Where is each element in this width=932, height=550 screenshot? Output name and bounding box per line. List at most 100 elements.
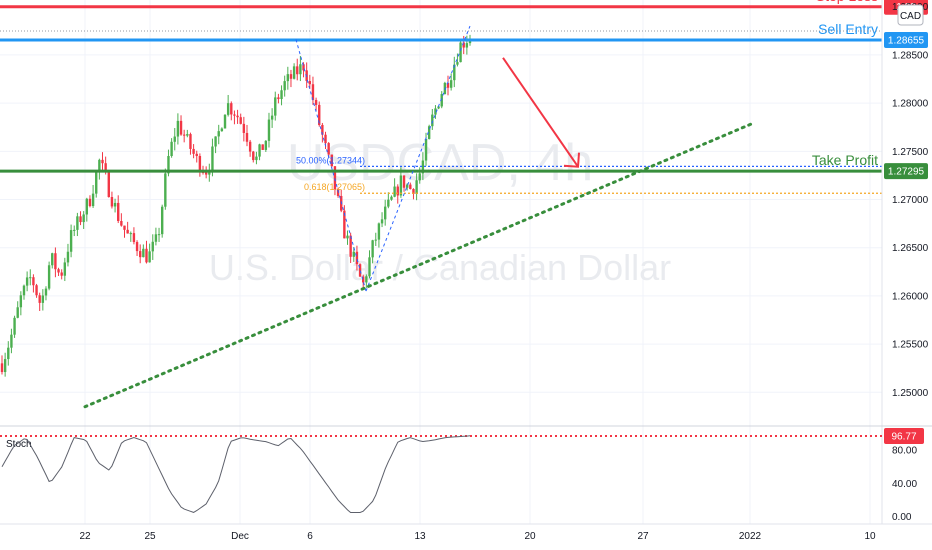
candle-body-up xyxy=(91,193,95,207)
candle-body-up xyxy=(25,277,29,286)
candle-body-up xyxy=(186,134,189,136)
candle-body-down xyxy=(38,295,41,303)
candle-body-up xyxy=(453,64,456,81)
candle-body-down xyxy=(32,277,35,286)
candle-body-up xyxy=(264,140,268,150)
candle-body-down xyxy=(132,233,136,243)
candle-body-up xyxy=(176,120,180,137)
fib-level-label: 50.00%(1.27344) xyxy=(296,155,365,165)
level-price-tag xyxy=(884,163,928,180)
candle-body-up xyxy=(371,240,374,258)
candle-body-down xyxy=(107,172,110,198)
candle-body-up xyxy=(76,216,79,230)
projection-arrow-head xyxy=(563,152,580,168)
candle-body-down xyxy=(245,132,249,142)
candle-body-down xyxy=(198,155,202,173)
candle-body-down xyxy=(54,253,57,270)
candle-body-down xyxy=(35,285,38,296)
level-price-tag-text: 1.28655 xyxy=(888,35,925,46)
candle-body-up xyxy=(19,295,23,308)
price-tick-label: 1.27000 xyxy=(892,195,929,206)
stoch-tick-label: 80.00 xyxy=(892,446,917,457)
candle-body-up xyxy=(10,334,13,348)
level-price-tag-text: 1.27295 xyxy=(888,167,925,178)
candle-body-up xyxy=(51,253,54,266)
candle-body-down xyxy=(230,103,233,115)
candle-body-down xyxy=(110,197,114,207)
candles[interactable] xyxy=(0,34,472,377)
candle-body-up xyxy=(85,198,89,215)
candle-body-up xyxy=(418,173,421,181)
candle-body-down xyxy=(321,124,324,135)
time-axis[interactable]: 22 25 Dec 6 13 20 27 2022 10 xyxy=(79,531,876,542)
time-tick-label: 25 xyxy=(144,531,156,542)
candle-body-up xyxy=(421,160,425,174)
candle-body-up xyxy=(440,94,443,107)
candle-body-down xyxy=(289,74,293,79)
symbol-watermark: USDCAD, 4h xyxy=(287,134,593,192)
candle-body-up xyxy=(82,214,85,223)
candle-body-down xyxy=(179,120,183,135)
candle-body-up xyxy=(465,43,469,48)
pair-watermark: U.S. Dollar / Canadian Dollar xyxy=(209,247,671,288)
candle-body-down xyxy=(242,123,246,133)
candle-body-down xyxy=(0,363,4,373)
time-tick-label: 10 xyxy=(864,531,876,542)
candle-body-down xyxy=(195,153,198,156)
level-price-tag xyxy=(884,31,928,48)
candle-body-down xyxy=(333,166,337,190)
time-tick-label: Dec xyxy=(231,531,249,542)
candle-body-up xyxy=(437,106,440,109)
candle-body-down xyxy=(120,220,123,226)
candle-body-up xyxy=(368,257,371,277)
candle-body-up xyxy=(459,42,462,63)
candle-body-down xyxy=(314,99,318,105)
candle-body-up xyxy=(255,156,258,161)
candle-body-up xyxy=(129,233,132,235)
candle-body-up xyxy=(29,277,32,279)
candle-body-up xyxy=(142,248,145,258)
level-label: Sell Entry xyxy=(818,21,878,37)
candle-body-up xyxy=(405,184,409,188)
stoch-level-tag xyxy=(884,428,924,445)
candle-body-down xyxy=(355,251,359,265)
candle-body-down xyxy=(189,134,192,149)
fib-anchor-leg xyxy=(295,39,367,292)
fibonacci-retracement[interactable]: 50.00%(1.27344) 0.618(1.27065) xyxy=(295,25,882,292)
candle-body-down xyxy=(305,70,308,82)
candle-body-up xyxy=(164,173,167,207)
candle-body-up xyxy=(387,199,390,207)
level-label: Take Profit xyxy=(812,152,878,168)
candle-body-down xyxy=(192,148,195,154)
candle-body-up xyxy=(258,144,261,157)
candle-body-down xyxy=(182,134,186,136)
candle-body-up xyxy=(383,206,387,220)
price-tick-label: 1.28000 xyxy=(892,99,929,110)
candle-body-down xyxy=(327,143,330,155)
stochastic-pane[interactable]: 96.77 xyxy=(0,428,924,513)
stoch-tick-label: 40.00 xyxy=(892,479,917,490)
candle-body-down xyxy=(79,216,82,223)
annotations[interactable] xyxy=(83,57,757,409)
candle-body-up xyxy=(98,159,101,172)
candle-body-up xyxy=(399,175,403,196)
candle-body-up xyxy=(286,74,290,82)
candle-body-up xyxy=(380,219,384,224)
candle-body-up xyxy=(211,146,214,171)
currency-badge[interactable] xyxy=(897,4,924,26)
candle-body-up xyxy=(148,251,151,263)
candle-body-up xyxy=(267,119,271,141)
candle-body-up xyxy=(352,251,355,257)
candle-body-down xyxy=(248,141,252,152)
candle-body-up xyxy=(63,262,67,276)
candle-body-up xyxy=(160,206,164,235)
candle-body-up xyxy=(173,136,176,142)
candle-body-up xyxy=(157,234,161,236)
candle-body-up xyxy=(283,81,286,91)
candle-body-down xyxy=(358,264,362,277)
candle-body-up xyxy=(270,115,274,120)
candle-body-up xyxy=(214,136,217,147)
candle-body-down xyxy=(139,251,142,258)
